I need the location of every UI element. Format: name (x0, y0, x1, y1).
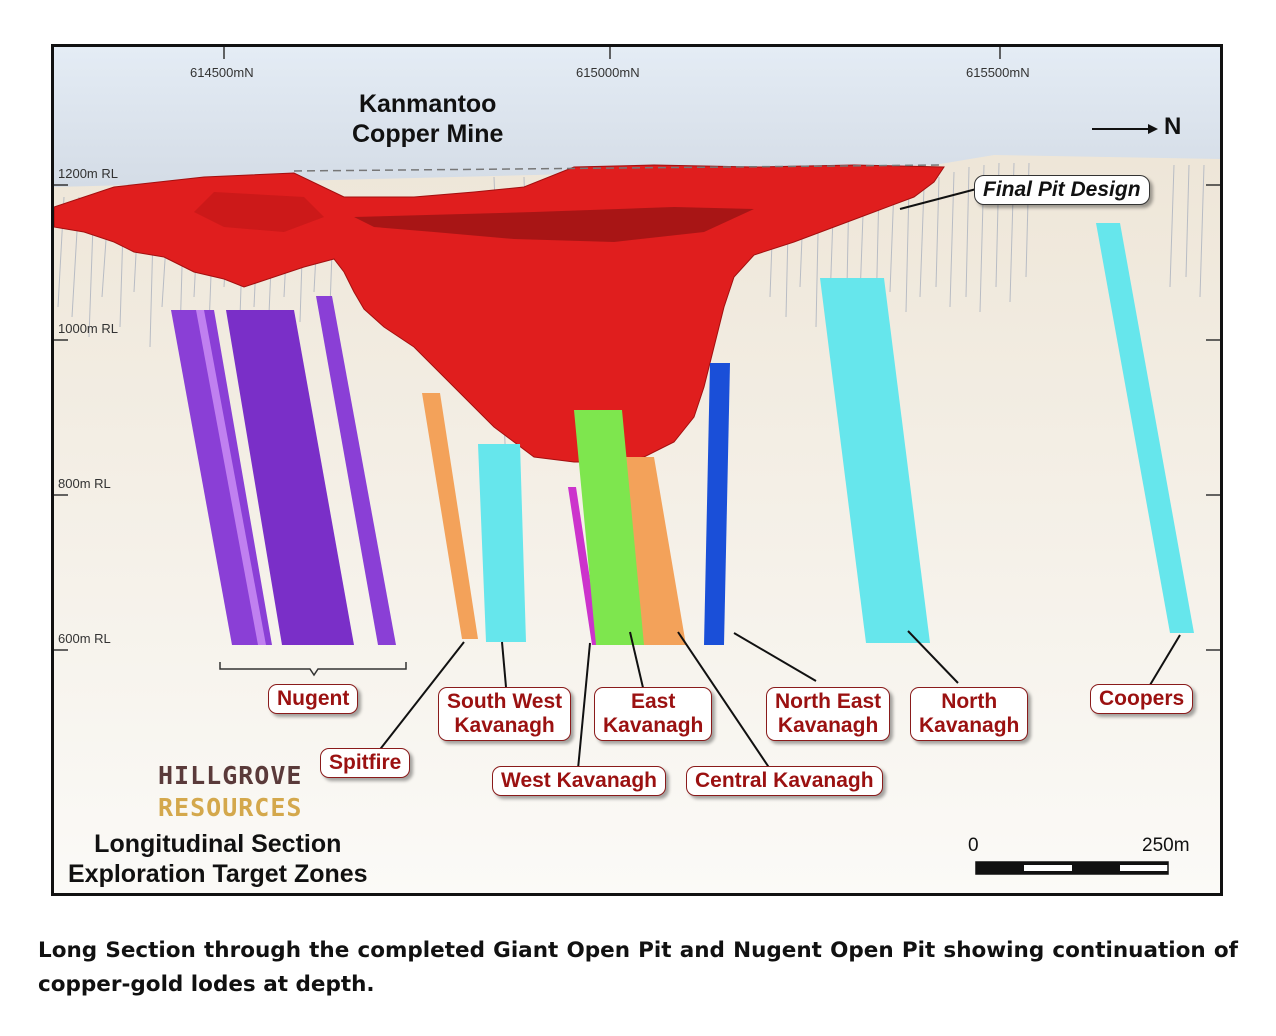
logo-hillgrove: HILLGROVE (158, 761, 303, 790)
zone-label-coopers: Coopers (1090, 684, 1194, 714)
nugent-lode-3 (316, 296, 396, 645)
north-arrow-icon (1148, 124, 1158, 134)
zone-label-spitfire: Spitfire (320, 748, 411, 778)
final-pit-label: Final Pit Design (974, 175, 1150, 205)
figure-caption: Long Section through the completed Giant… (38, 938, 1238, 997)
spitfire-lode (422, 393, 478, 639)
rl-label: 800m RL (58, 476, 111, 491)
coopers-lode (1096, 223, 1194, 633)
northing-label: 615500mN (966, 65, 1030, 80)
pit-shadow (354, 207, 754, 242)
west-kavanagh-lode (568, 487, 600, 645)
north-east-kavanagh-lode (704, 363, 730, 645)
zone-label-east-kavanagh: East Kavanagh (594, 687, 713, 741)
east-kavanagh-lode (574, 410, 644, 645)
nugent-pit-shadow (194, 192, 324, 232)
zone-label-nugent: Nugent (268, 684, 359, 714)
north-label: N (1164, 113, 1182, 140)
rl-label: 600m RL (58, 631, 111, 646)
south-west-kavanagh-lode (478, 444, 526, 642)
zone-label-north-kavanagh: North Kavanagh (910, 687, 1029, 741)
scale-bar-segment (1024, 865, 1072, 871)
rl-label: 1000m RL (58, 321, 118, 336)
leader-lines (377, 186, 1181, 770)
zone-label-north-east-kavanagh: North East Kavanagh (766, 687, 891, 741)
nugent-lode-2 (226, 310, 354, 645)
scale-bar-outline (975, 861, 1169, 875)
nugent-lode-highlight (196, 310, 266, 645)
zone-label-central-kavanagh: Central Kavanagh (686, 766, 883, 796)
northing-label: 614500mN (190, 65, 254, 80)
rl-label: 1200m RL (58, 166, 118, 181)
scale-end-label: 250m (1142, 835, 1190, 856)
scale-bar-segment (1120, 865, 1168, 871)
figure-title: Kanmantoo Copper Mine (352, 90, 504, 148)
long-section-figure: 614500mN 615000mN 615500mN 1200m RL 1000… (51, 44, 1223, 896)
zone-label-west-kavanagh: West Kavanagh (492, 766, 666, 796)
zone-label-south-west-kavanagh: South West Kavanagh (438, 687, 572, 741)
nugent-brace (219, 662, 407, 677)
logo-resources: RESOURCES (158, 793, 303, 822)
north-kavanagh-lode (820, 278, 930, 643)
northing-label: 615000mN (576, 65, 640, 80)
figure-subtitle: Longitudinal Section Exploration Target … (68, 830, 368, 888)
axis-ticks (54, 47, 1220, 651)
pit-rim-dashed (293, 164, 945, 172)
scale-start-label: 0 (968, 835, 979, 856)
